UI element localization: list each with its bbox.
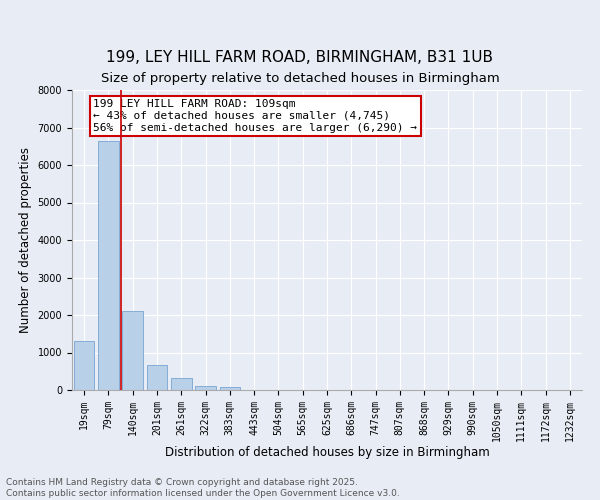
Bar bbox=[98, 140, 119, 390]
Bar bbox=[195, 386, 216, 390]
Text: Size of property relative to detached houses in Birmingham: Size of property relative to detached ho… bbox=[101, 72, 499, 85]
Y-axis label: Number of detached properties: Number of detached properties bbox=[19, 147, 32, 333]
Bar bbox=[146, 365, 167, 390]
Bar bbox=[171, 378, 191, 390]
Bar bbox=[74, 341, 94, 390]
X-axis label: Distribution of detached houses by size in Birmingham: Distribution of detached houses by size … bbox=[164, 446, 490, 460]
Text: 199 LEY HILL FARM ROAD: 109sqm
← 43% of detached houses are smaller (4,745)
56% : 199 LEY HILL FARM ROAD: 109sqm ← 43% of … bbox=[94, 100, 418, 132]
Bar bbox=[220, 388, 240, 390]
Text: Contains HM Land Registry data © Crown copyright and database right 2025.
Contai: Contains HM Land Registry data © Crown c… bbox=[6, 478, 400, 498]
Text: 199, LEY HILL FARM ROAD, BIRMINGHAM, B31 1UB: 199, LEY HILL FARM ROAD, BIRMINGHAM, B31… bbox=[107, 50, 493, 65]
Bar bbox=[122, 311, 143, 390]
